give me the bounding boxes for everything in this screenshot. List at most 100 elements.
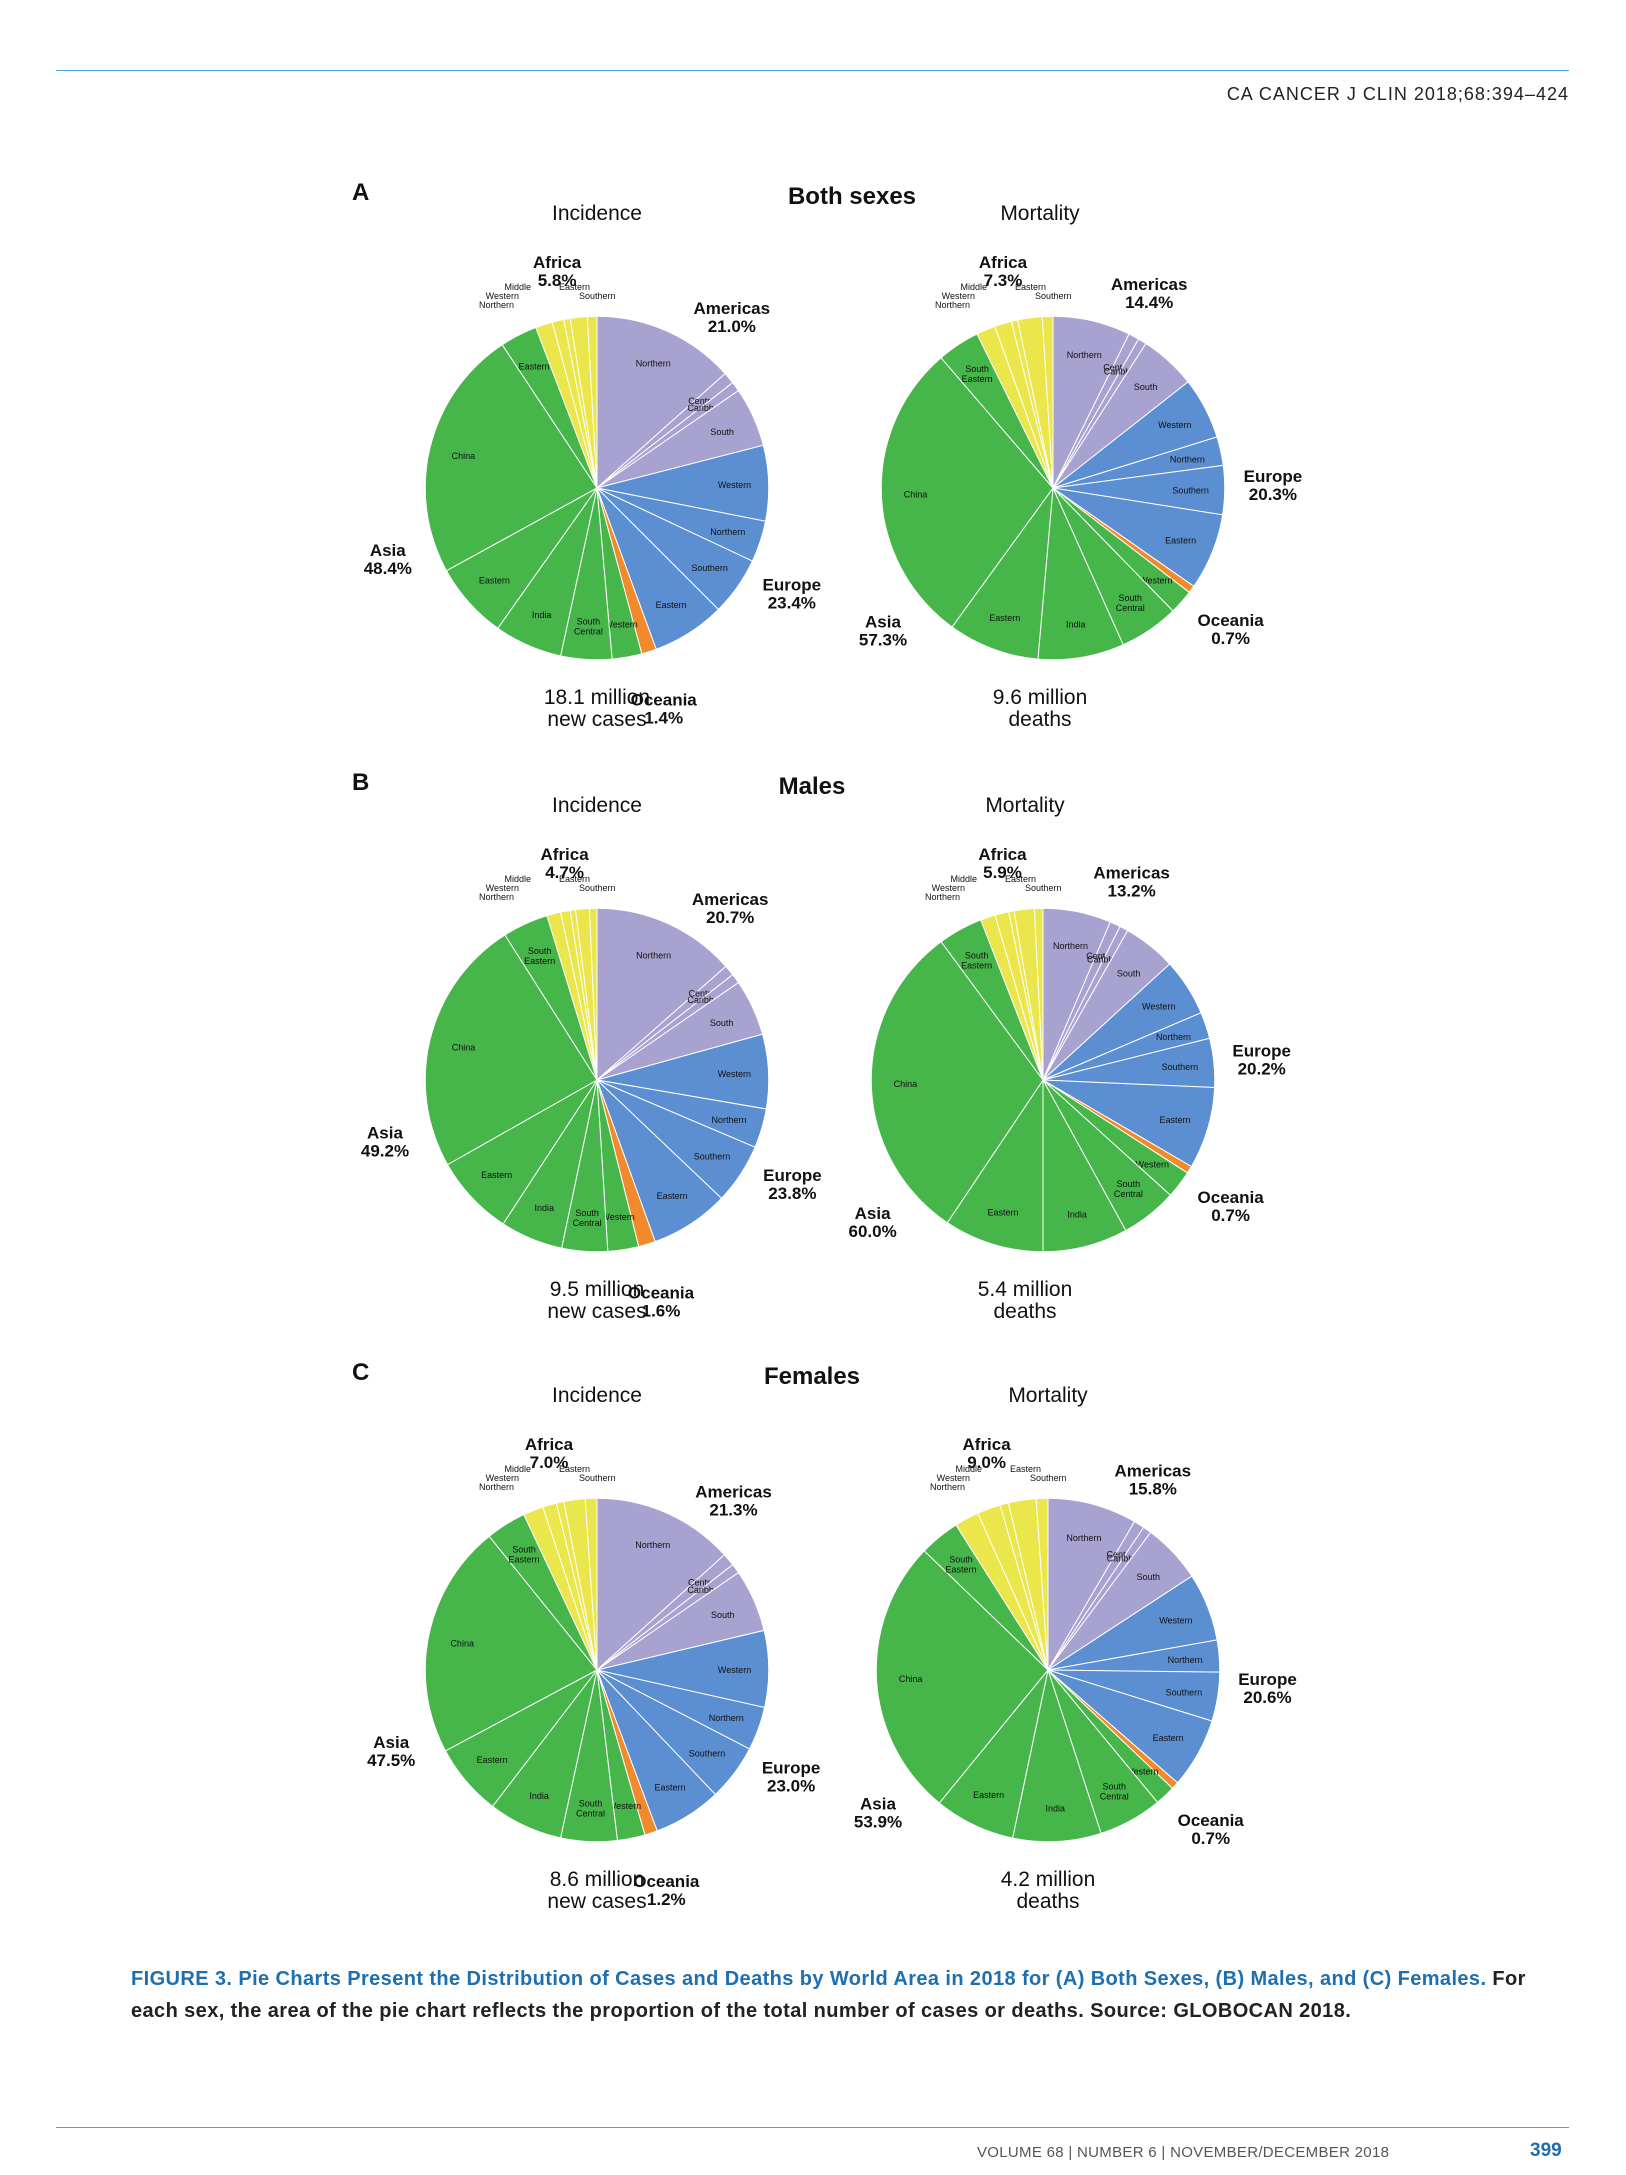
slice-label: India — [529, 1791, 549, 1801]
slice-label: Western — [718, 1665, 751, 1675]
slice-label: Eastern — [481, 1170, 512, 1180]
slice-label: South — [1103, 1782, 1127, 1792]
slice-label: Eastern — [654, 1783, 685, 1793]
africa-sub-label: Southern — [579, 291, 616, 301]
slice-label: Northern — [636, 358, 671, 368]
slice-label: South — [1134, 382, 1158, 392]
region-label-oceania: Oceania — [1198, 1188, 1265, 1207]
slice-label: Eastern — [656, 600, 687, 610]
slice-label: Northern — [1066, 1533, 1101, 1543]
slice-label: Western — [1139, 575, 1172, 585]
slice-label: Western — [1125, 1767, 1158, 1777]
africa-sub-label: Eastern — [559, 1464, 590, 1474]
panel-letter-a: A — [352, 179, 369, 206]
slice-label: Central — [1103, 363, 1132, 373]
slice-label: Central — [688, 988, 717, 998]
slice-label: Eastern — [479, 576, 510, 586]
region-label-africa: Africa — [533, 253, 582, 272]
header-rule — [56, 70, 1569, 71]
region-label-asia: Asia — [367, 1124, 403, 1143]
slice-label: South — [965, 364, 989, 374]
slice-label: Northern — [1053, 941, 1088, 951]
africa-sub-label: Middle — [955, 1464, 982, 1474]
chart-total-a-mortality-1: 9.6 million — [993, 686, 1088, 709]
slice-label: Western — [1159, 1615, 1192, 1625]
slice-label: Eastern — [987, 1208, 1018, 1218]
slice-label: Central — [1114, 1189, 1143, 1199]
africa-sub-label: Southern — [1035, 291, 1072, 301]
africa-sub-label: Middle — [960, 282, 987, 292]
slice-label: China — [894, 1079, 918, 1089]
africa-sub-label: Western — [486, 883, 519, 893]
slice-label: China — [452, 1043, 476, 1053]
slice-label: Western — [608, 1801, 641, 1811]
region-pct-africa: 4.7% — [545, 863, 584, 882]
slice-label: Northern — [635, 1540, 670, 1550]
region-label-americas: Americas — [695, 1482, 772, 1501]
africa-sub-label: Western — [486, 1473, 519, 1483]
slice-label: Caribbean — [687, 995, 729, 1005]
slice-label: Eastern — [477, 1755, 508, 1765]
slice-label: Eastern — [989, 613, 1020, 623]
africa-sub-label: Southern — [579, 1473, 616, 1483]
region-label-asia: Asia — [855, 1204, 891, 1223]
slice-label: Eastern — [524, 956, 555, 966]
slice-label: India — [1067, 1209, 1087, 1219]
region-pct-europe: 23.8% — [768, 1184, 816, 1203]
slice-label: Eastern — [519, 362, 550, 372]
region-pct-europe: 20.3% — [1249, 485, 1297, 504]
slice-label: Northern — [709, 1713, 744, 1723]
slice-label: South — [710, 1018, 734, 1028]
pie-outline-c-mortality — [875, 1497, 1221, 1843]
slice-label: South — [1119, 593, 1143, 603]
pie-outline-b-incidence — [424, 907, 770, 1253]
slice-label: Southern — [1162, 1062, 1199, 1072]
region-label-oceania: Oceania — [631, 691, 698, 710]
slice-label: Southern — [1166, 1688, 1203, 1698]
slice-label: Eastern — [961, 960, 992, 970]
slice-label: Southern — [694, 1152, 731, 1162]
slice-label: Central — [573, 1218, 602, 1228]
region-pct-europe: 23.4% — [768, 593, 816, 612]
slice-label: Western — [604, 620, 637, 630]
region-pct-asia: 57.3% — [859, 631, 907, 650]
africa-sub-label: Eastern — [1015, 282, 1046, 292]
page-number: 399 — [1530, 2140, 1562, 2161]
region-pct-asia: 49.2% — [361, 1142, 409, 1161]
africa-sub-label: Western — [486, 291, 519, 301]
slice-label: China — [450, 1639, 474, 1649]
region-label-europe: Europe — [1238, 1670, 1297, 1689]
slice-label: Western — [601, 1212, 634, 1222]
africa-sub-label: Eastern — [559, 282, 590, 292]
africa-sub-label: Southern — [1025, 883, 1062, 893]
region-label-oceania: Oceania — [1178, 1811, 1245, 1830]
chart-title-c-incidence: Incidence — [552, 1384, 642, 1407]
slice-label: Central — [1106, 1549, 1135, 1559]
chart-total-a-mortality-2: deaths — [1008, 708, 1071, 731]
slice-label: Central — [576, 1808, 605, 1818]
africa-sub-label: Northern — [930, 1482, 965, 1492]
region-label-oceania: Oceania — [1198, 611, 1265, 630]
africa-sub-label: Middle — [504, 282, 531, 292]
region-pct-americas: 14.4% — [1125, 293, 1173, 312]
region-pct-americas: 21.3% — [709, 1500, 757, 1519]
chart-total-c-incidence-2: new cases — [547, 1890, 646, 1913]
chart-title-c-mortality: Mortality — [1008, 1384, 1088, 1407]
panel-title-b: Males — [779, 773, 846, 800]
slice-label: South — [965, 950, 989, 960]
pie-outline-a-mortality — [880, 315, 1226, 661]
africa-sub-label: Southern — [579, 883, 616, 893]
region-label-asia: Asia — [370, 541, 406, 560]
slice-label: Eastern — [1165, 536, 1196, 546]
region-label-africa: Africa — [963, 1435, 1012, 1454]
africa-sub-label: Northern — [925, 892, 960, 902]
region-label-oceania: Oceania — [633, 1872, 700, 1891]
pie-outline-a-incidence — [424, 315, 770, 661]
chart-total-c-mortality-1: 4.2 million — [1001, 1868, 1096, 1891]
slice-label: India — [535, 1203, 555, 1213]
africa-sub-label: Middle — [950, 874, 977, 884]
region-pct-europe: 23.0% — [767, 1777, 815, 1796]
region-pct-asia: 53.9% — [854, 1813, 902, 1832]
slice-label: Northern — [1156, 1032, 1191, 1042]
